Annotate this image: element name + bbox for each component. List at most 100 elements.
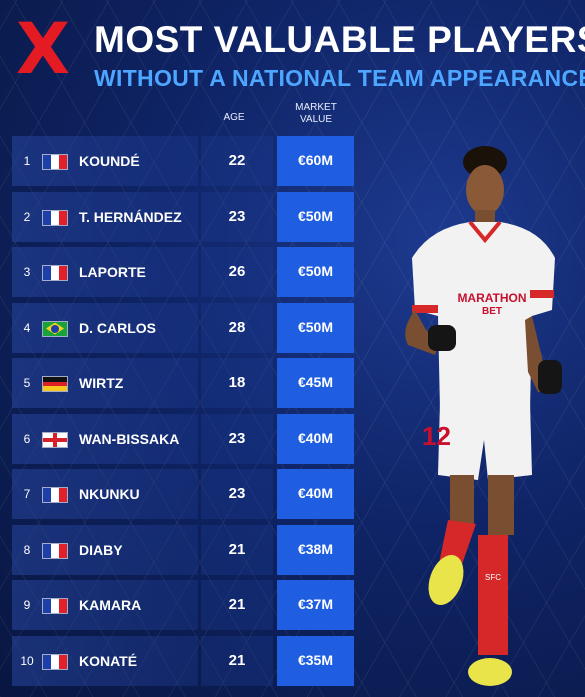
player-right-glove xyxy=(538,360,562,394)
age-cell xyxy=(201,469,273,519)
market-value: €50M xyxy=(297,318,334,335)
player-name: D. CARLOS xyxy=(79,319,156,336)
rank-number: 3 xyxy=(23,265,31,279)
france-flag-icon xyxy=(42,209,68,226)
column-header-market-line: MARKET xyxy=(295,102,337,113)
player-age: 23 xyxy=(228,429,246,447)
page-title: MOST VALUABLE PLAYERS xyxy=(94,19,585,60)
column-header-value-line: VALUE xyxy=(299,114,333,125)
table-row: 10 KONATÉ 21 €35M xyxy=(12,635,357,686)
value-cell xyxy=(277,524,354,575)
market-value: €40M xyxy=(297,485,334,501)
france-flag-icon xyxy=(42,542,68,559)
value-cell xyxy=(277,635,354,686)
market-value: €50M xyxy=(297,263,334,279)
rank-number: 5 xyxy=(23,376,31,390)
value-cell xyxy=(277,136,354,186)
player-right-arm xyxy=(525,316,555,392)
age-cell xyxy=(201,524,273,575)
brazil-flag-icon xyxy=(42,320,68,337)
player-age: 28 xyxy=(228,318,246,336)
age-cell xyxy=(201,247,273,297)
player-name: DIABY xyxy=(79,541,123,558)
rank-number: 1 xyxy=(23,154,31,168)
france-flag-icon xyxy=(42,487,68,503)
france-flag-icon xyxy=(42,154,68,170)
player-name: LAPORTE xyxy=(79,264,146,280)
france-flag-icon xyxy=(42,598,68,614)
rank-number: 2 xyxy=(23,209,31,224)
ranking-table: 1 KOUNDÉ 22 €60M 2 T. HERNÁNDEZ 23 €50M 3 LAPORTE… xyxy=(12,136,357,691)
market-value: €60M xyxy=(297,152,334,168)
player-sleeve-trim-right xyxy=(530,290,554,298)
rank-number: 6 xyxy=(23,431,31,446)
player-right-boot xyxy=(468,658,512,686)
market-value: €45M xyxy=(297,374,334,390)
table-row: 6 WAN-BISSAKA 23 €40M xyxy=(12,413,357,464)
age-cell xyxy=(201,580,273,630)
table-row: 8 DIABY 21 €38M xyxy=(12,524,357,575)
age-cell xyxy=(201,413,273,464)
germany-flag-icon xyxy=(42,376,68,392)
player-age: 22 xyxy=(228,152,246,169)
shirt-sponsor-bet: BET xyxy=(482,306,502,317)
market-value: €35M xyxy=(297,651,334,668)
age-cell xyxy=(201,136,273,186)
value-cell xyxy=(277,191,354,242)
player-sleeve-trim xyxy=(412,305,438,313)
player-left-glove xyxy=(428,325,456,351)
age-cell xyxy=(201,191,273,242)
table-row: 4 D. CARLOS 28 €50M xyxy=(12,302,357,353)
player-name: T. HERNÁNDEZ xyxy=(79,208,182,225)
rank-number: 10 xyxy=(20,653,34,668)
header: X MOST VALUABLE PLAYERS WITHOUT A NATION… xyxy=(0,0,585,100)
shorts-number: 12 xyxy=(422,421,451,451)
player-age: 26 xyxy=(228,263,246,280)
france-flag-icon xyxy=(42,265,68,281)
value-cell xyxy=(277,302,354,353)
england-flag-icon xyxy=(42,431,68,448)
value-cell xyxy=(277,247,354,297)
shirt-sponsor: MARATHON xyxy=(457,291,526,305)
table-row: 2 T. HERNÁNDEZ 23 €50M xyxy=(12,191,357,242)
table-row: 5 WIRTZ 18 €45M xyxy=(12,358,357,408)
player-right-thigh xyxy=(488,475,514,535)
x-logo: X xyxy=(16,8,70,90)
france-flag-icon xyxy=(42,653,68,670)
player-name: KOUNDÉ xyxy=(79,153,140,169)
player-age: 18 xyxy=(228,374,246,391)
player-age: 21 xyxy=(228,651,246,669)
age-cell xyxy=(201,635,273,686)
player-right-sock xyxy=(478,535,508,655)
player-shorts xyxy=(438,402,532,480)
player-age: 21 xyxy=(228,596,246,613)
table-row: 9 KAMARA 21 €37M xyxy=(12,580,357,630)
table-row: 1 KOUNDÉ 22 €60M xyxy=(12,136,357,186)
player-age: 23 xyxy=(228,207,246,225)
age-cell xyxy=(201,358,273,408)
player-age: 23 xyxy=(228,485,246,502)
value-cell xyxy=(277,358,354,408)
rank-number: 4 xyxy=(23,320,31,335)
player-name: WAN-BISSAKA xyxy=(79,430,180,447)
player-shirt xyxy=(412,222,555,410)
player-left-boot xyxy=(428,554,464,606)
table-row: 7 NKUNKU 23 €40M xyxy=(12,469,357,519)
rank-number: 7 xyxy=(23,487,31,501)
column-header-age: AGE xyxy=(223,112,245,123)
player-illustration: MARATHON BET 12 SFC xyxy=(405,146,562,686)
column-header-market-value: MARKET VALUE xyxy=(286,102,346,126)
player-head xyxy=(466,165,504,215)
market-value: €37M xyxy=(297,596,334,612)
player-age: 21 xyxy=(228,540,246,558)
market-value: €40M xyxy=(297,429,334,446)
sock-text: SFC xyxy=(485,573,501,582)
player-left-thigh xyxy=(450,475,474,525)
value-cell xyxy=(277,413,354,464)
table-row: 3 LAPORTE 26 €50M xyxy=(12,247,357,297)
value-cell xyxy=(277,469,354,519)
market-value: €50M xyxy=(297,207,334,224)
rank-number: 8 xyxy=(23,542,31,557)
age-cell xyxy=(201,302,273,353)
player-name: NKUNKU xyxy=(79,486,140,502)
